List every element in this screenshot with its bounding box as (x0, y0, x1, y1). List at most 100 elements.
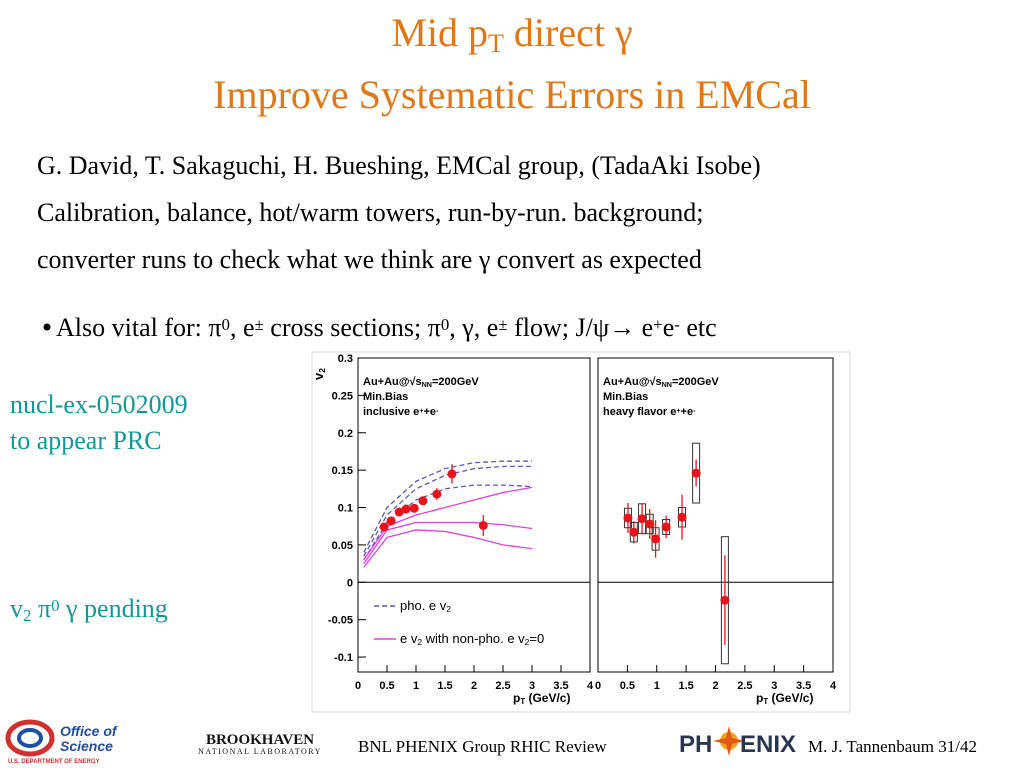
side-note: nucl-ex-0502009 (10, 390, 188, 419)
bullet-line-sup: 0 (441, 315, 449, 334)
bullet-line-part: flow; J/ψ→ e (508, 313, 654, 342)
x-axis-label: pT (GeV/c) (756, 691, 813, 706)
body-line: G. David, T. Sakaguchi, H. Bueshing, EMC… (37, 151, 761, 180)
side-note-sub: 2 (23, 606, 31, 625)
bullet-line-sup: 0 (222, 315, 230, 334)
side-note: v2 π0 γ pending (10, 594, 168, 625)
body-line: converter runs to check what we think ar… (37, 245, 702, 274)
side-note-sup: 0 (51, 596, 59, 615)
legend-label-part: pho. e v (400, 598, 447, 613)
y-tick-label: 0 (347, 577, 353, 589)
bullet-line-sup: - (674, 315, 680, 334)
x-axis-label-part: p (513, 691, 520, 705)
panel-annotation-part: inclusive e (363, 406, 419, 418)
data-point (409, 503, 419, 513)
panel-annotation: Min.Bias (603, 391, 648, 403)
data-point (478, 520, 488, 530)
x-tick-label: 0.5 (379, 680, 394, 692)
panel-annotation: heavy flavor e++e- (603, 406, 696, 418)
footer-text: M. J. Tannenbaum 31/42 (808, 737, 977, 756)
bullet-line-part: , e (230, 313, 255, 342)
legend-label: e v2 with non-pho. e v2=0 (400, 631, 544, 647)
x-axis-label-sub: T (520, 697, 525, 706)
logo-text: PH (679, 731, 712, 758)
x-tick-label: 1.5 (678, 680, 693, 692)
side-note: to appear PRC (10, 426, 162, 455)
y-axis-label: v2 (311, 368, 327, 380)
data-point (418, 496, 428, 506)
data-point (651, 534, 661, 544)
bullet-line-sup: ± (498, 315, 507, 334)
panel-annotation-part: Au+Au@√s (363, 376, 422, 388)
bullet-line-part: cross sections; π (264, 313, 441, 342)
side-note-part: π (31, 594, 51, 623)
bullet-line: Also vital for: π0, e± cross sections; π… (56, 313, 717, 342)
x-tick-label: 1.5 (437, 680, 452, 692)
panel-annotation: Au+Au@√sNN=200GeV (603, 376, 719, 389)
side-note-part: v (10, 594, 23, 623)
bullet-line-part: e (663, 313, 675, 342)
body-line: Calibration, balance, hot/warm towers, r… (37, 198, 703, 227)
panel-annotation: Au+Au@√sNN=200GeV (363, 376, 479, 389)
logo-text: Science (60, 738, 113, 754)
panel-annotation-sub: NN (422, 381, 432, 389)
chart-frame (311, 351, 851, 713)
x-tick-label: 4 (830, 680, 837, 692)
data-point (394, 507, 404, 517)
doe-logo (5, 719, 55, 757)
y-tick-label: -0.05 (328, 615, 353, 627)
panel-annotation-part: Au+Au@√s (603, 376, 662, 388)
data-point (386, 516, 396, 526)
x-tick-label: 2.5 (495, 680, 510, 692)
x-tick-label: 3 (771, 680, 777, 692)
x-tick-label: 2.5 (737, 680, 752, 692)
x-tick-label: 0 (355, 680, 361, 692)
y-tick-label: 0.15 (332, 465, 353, 477)
side-note-part: γ pending (60, 594, 168, 623)
logo-text: NATIONAL LABORATORY (198, 747, 322, 756)
data-point (661, 522, 671, 532)
panel-annotation-part: +e (423, 406, 436, 418)
legend-label: pho. e v2 (400, 598, 451, 614)
panel-annotation-sup: - (693, 407, 696, 415)
title-line: Improve Systematic Errors in EMCal (213, 72, 811, 117)
legend-label-sub: 2 (446, 604, 451, 614)
x-tick-label: 2 (712, 680, 718, 692)
bullet-line-part: etc (680, 313, 717, 342)
y-tick-label: 0.2 (338, 428, 353, 440)
logo-text: ENIX (740, 731, 796, 758)
panel-annotation: inclusive e++e- (363, 406, 439, 418)
data-point (629, 527, 639, 537)
y-axis-label-part: v (311, 372, 326, 380)
y-tick-label: 0.25 (332, 390, 353, 402)
x-tick-label: 4 (587, 680, 594, 692)
bullet-line-part: , γ, e (449, 313, 498, 342)
data-point (401, 504, 411, 514)
y-tick-label: 0.3 (338, 353, 353, 365)
legend-label-part: =0 (529, 631, 544, 646)
x-tick-label: 3.5 (796, 680, 811, 692)
x-axis-label-sub: T (763, 697, 768, 706)
data-point (432, 489, 442, 499)
data-point (637, 514, 647, 524)
y-axis-label-sub: 2 (317, 368, 327, 373)
title-line: Mid pT direct γ (391, 10, 632, 58)
x-tick-label: 2 (471, 680, 477, 692)
legend-label-sub: 2 (417, 637, 422, 647)
bullet-line-sup: + (653, 315, 663, 334)
x-tick-label: 0 (595, 680, 601, 692)
x-axis-label-part: (GeV/c) (525, 691, 570, 705)
data-point (623, 513, 633, 523)
legend-label-part: with non-pho. e v (422, 631, 525, 646)
data-point (720, 595, 730, 605)
panel-annotation-part: Min.Bias (603, 391, 648, 403)
footer-text: BNL PHENIX Group RHIC Review (358, 737, 607, 756)
panel-annotation: Min.Bias (363, 391, 408, 403)
y-tick-label: 0.1 (338, 503, 353, 515)
y-tick-label: -0.1 (334, 652, 353, 664)
bullet-line-part: Also vital for: π (56, 313, 222, 342)
x-tick-label: 3.5 (553, 680, 568, 692)
